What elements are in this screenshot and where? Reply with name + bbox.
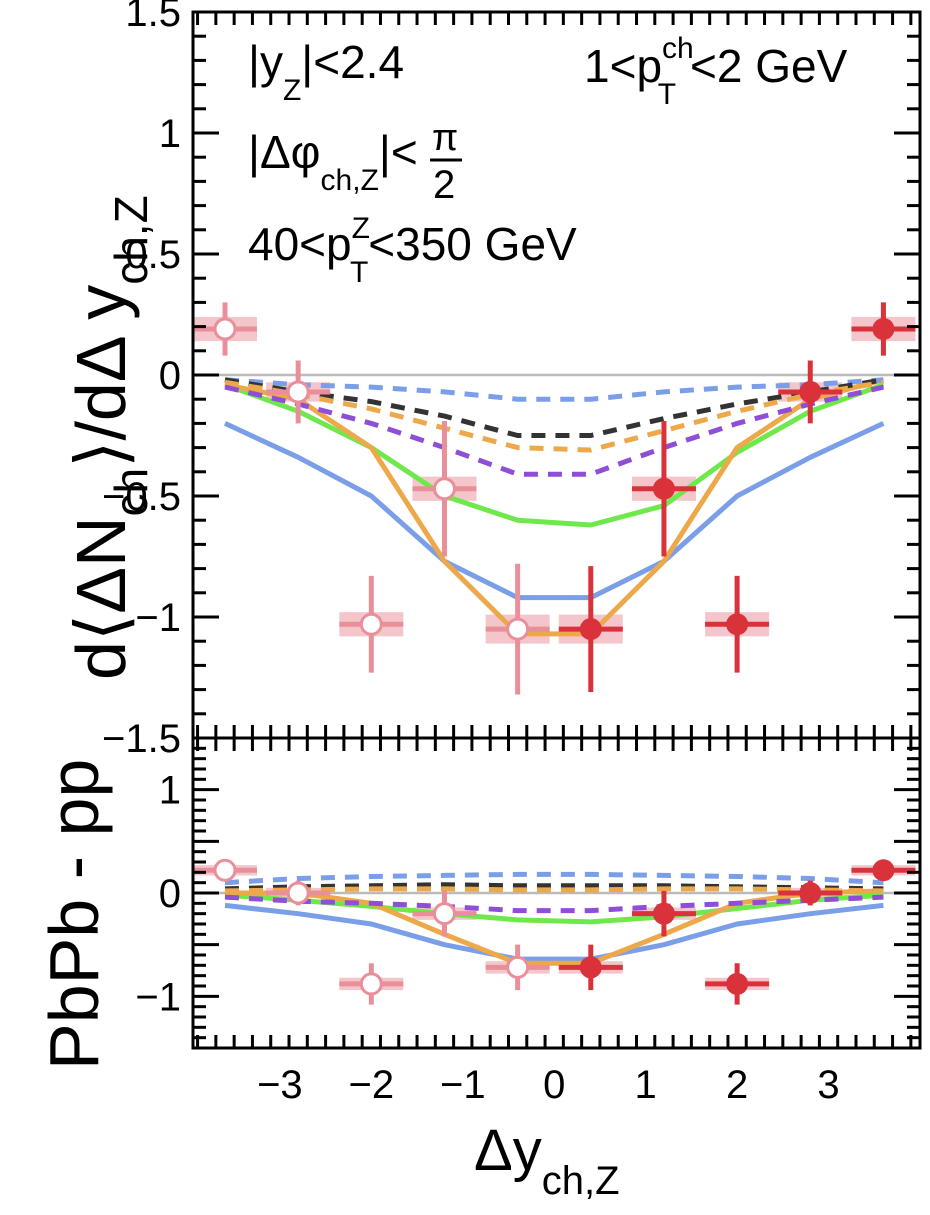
data-point-open (432, 477, 456, 501)
y-tick-label: 1 (159, 112, 181, 156)
model-curve-orange-solid (224, 377, 885, 637)
data-point-filled (652, 477, 675, 500)
annotation-pi: π (432, 117, 458, 159)
y-tick-label: −1 (135, 596, 181, 640)
x-tick-label: 2 (726, 1063, 748, 1107)
annotation-delta-phi: |Δφch,Z|< (248, 126, 418, 197)
y-tick-label: −1.5 (102, 717, 181, 761)
y-tick-label: 1 (159, 769, 181, 813)
tick-layer (193, 10, 920, 1050)
data-point-open (506, 955, 530, 979)
data-point-open (286, 881, 310, 905)
data-point-open (286, 380, 310, 404)
data-point-filled (872, 859, 895, 882)
annotation-pt-ch: 1<pch T<2 GeV (584, 32, 848, 111)
annotation-rapidity: |yZ|<2.4 (248, 36, 404, 107)
y-tick-label: −0.5 (102, 475, 181, 519)
model-curve-orange-dashed (224, 886, 884, 894)
data-point-filled (726, 613, 749, 636)
y-tick-label: 1.5 (125, 0, 181, 35)
x-tick-label: −3 (257, 1063, 303, 1107)
data-point-open (213, 317, 237, 341)
x-tick-label: 0 (543, 1063, 565, 1107)
data-point-filled (579, 618, 602, 641)
model-curve-green-solid (224, 382, 885, 528)
y-tick-label: 0 (159, 872, 181, 916)
annotation-pt-z: 40<pZ T<350 GeV (248, 212, 577, 289)
x-axis-label: Δych,Z (474, 1118, 620, 1203)
x-tick-label: −2 (349, 1063, 395, 1107)
data-point-open (432, 902, 456, 926)
data-point-open (359, 612, 383, 636)
data-point-filled (799, 882, 822, 904)
data-point-filled (872, 318, 895, 341)
data-point-filled (799, 380, 822, 403)
model-curve-black-dashed (224, 377, 884, 438)
y-axis-label-upper: d⟨ΔNch⟩/dΔ ych,Z (62, 195, 157, 680)
data-point-filled (726, 972, 749, 995)
x-tick-label: 3 (817, 1063, 839, 1107)
y-tick-label: −1 (135, 975, 181, 1019)
model-curve-blue-dashed (224, 871, 884, 886)
data-point-layer (193, 302, 916, 1005)
model-curve-blue-solid (224, 902, 884, 962)
y-tick-label: 0 (159, 354, 181, 398)
model-curve-purple-dashed (224, 894, 884, 914)
annotation-two: 2 (433, 163, 455, 207)
model-curve-orange-dashed (224, 379, 884, 453)
data-point-open (359, 972, 383, 996)
data-point-open (213, 858, 237, 882)
y-tick-label: 0.5 (125, 233, 181, 277)
model-curve-orange-solid (225, 888, 884, 966)
y-axis-label-lower: PbPb - pp (35, 759, 113, 1070)
data-point-filled (579, 956, 602, 979)
model-curve-black-dashed (224, 882, 884, 892)
model-curve-blue-dashed (224, 377, 884, 402)
x-tick-label: 1 (635, 1063, 657, 1107)
model-curve-blue-solid (223, 421, 885, 601)
data-point-filled (652, 902, 675, 925)
data-point-open (506, 617, 530, 641)
x-tick-label: −1 (440, 1063, 486, 1107)
model-curve-layer (223, 377, 885, 966)
tick-label-layer: −1.5 −1 −0.5 0 0.5 1 1.5 −1 0 1 −3 −2 −1 0 1 2 3 (102, 0, 840, 1107)
model-curve-purple-dashed (224, 384, 884, 477)
